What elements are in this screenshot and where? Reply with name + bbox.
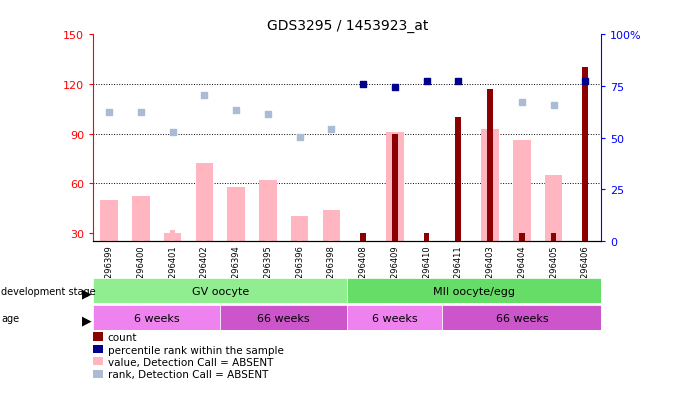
Bar: [106, 233, 112, 242]
Bar: [545, 176, 562, 242]
Point: [167, 129, 178, 136]
Bar: [196, 164, 213, 242]
Bar: [93, 279, 347, 304]
Bar: [482, 129, 499, 242]
Bar: [138, 233, 144, 242]
Point: [263, 111, 274, 118]
Bar: [323, 210, 340, 242]
Text: 6 weeks: 6 weeks: [134, 313, 180, 323]
Bar: [291, 217, 308, 242]
Title: GDS3295 / 1453923_at: GDS3295 / 1453923_at: [267, 19, 428, 33]
Bar: [360, 233, 366, 242]
Text: rank, Detection Call = ABSENT: rank, Detection Call = ABSENT: [108, 370, 268, 380]
Bar: [227, 187, 245, 242]
Bar: [347, 279, 601, 304]
Point: [104, 109, 115, 116]
Point: [453, 78, 464, 85]
Bar: [259, 180, 276, 242]
Text: ▶: ▶: [82, 287, 91, 300]
Text: 6 weeks: 6 weeks: [372, 313, 417, 323]
Point: [357, 81, 368, 88]
Bar: [455, 118, 461, 242]
Text: count: count: [108, 332, 138, 342]
Text: development stage: development stage: [1, 286, 96, 296]
Bar: [234, 233, 239, 242]
Bar: [386, 133, 404, 242]
Text: ▶: ▶: [82, 314, 91, 327]
Bar: [424, 233, 429, 242]
Bar: [519, 233, 524, 242]
Bar: [583, 68, 588, 242]
Text: 66 weeks: 66 weeks: [258, 313, 310, 323]
Text: percentile rank within the sample: percentile rank within the sample: [108, 345, 284, 355]
Point: [294, 134, 305, 141]
Point: [580, 78, 591, 85]
Point: [231, 108, 242, 114]
Point: [516, 100, 527, 106]
Point: [135, 109, 146, 116]
Point: [389, 85, 400, 91]
Text: GV oocyte: GV oocyte: [191, 286, 249, 296]
Bar: [487, 90, 493, 242]
Bar: [328, 233, 334, 242]
Bar: [347, 306, 442, 330]
Text: MII oocyte/egg: MII oocyte/egg: [433, 286, 515, 296]
Bar: [93, 306, 220, 330]
Bar: [202, 233, 207, 242]
Point: [421, 78, 432, 85]
Bar: [392, 134, 398, 242]
Bar: [164, 233, 181, 242]
Text: age: age: [1, 313, 19, 323]
Point: [548, 103, 559, 109]
Bar: [220, 306, 347, 330]
Bar: [442, 306, 601, 330]
Text: value, Detection Call = ABSENT: value, Detection Call = ABSENT: [108, 357, 273, 367]
Bar: [132, 197, 150, 242]
Bar: [551, 233, 556, 242]
Text: 66 weeks: 66 weeks: [495, 313, 548, 323]
Bar: [170, 230, 176, 242]
Bar: [513, 141, 531, 242]
Bar: [100, 200, 118, 242]
Point: [199, 93, 210, 100]
Point: [326, 126, 337, 133]
Bar: [265, 233, 271, 242]
Bar: [296, 233, 303, 242]
